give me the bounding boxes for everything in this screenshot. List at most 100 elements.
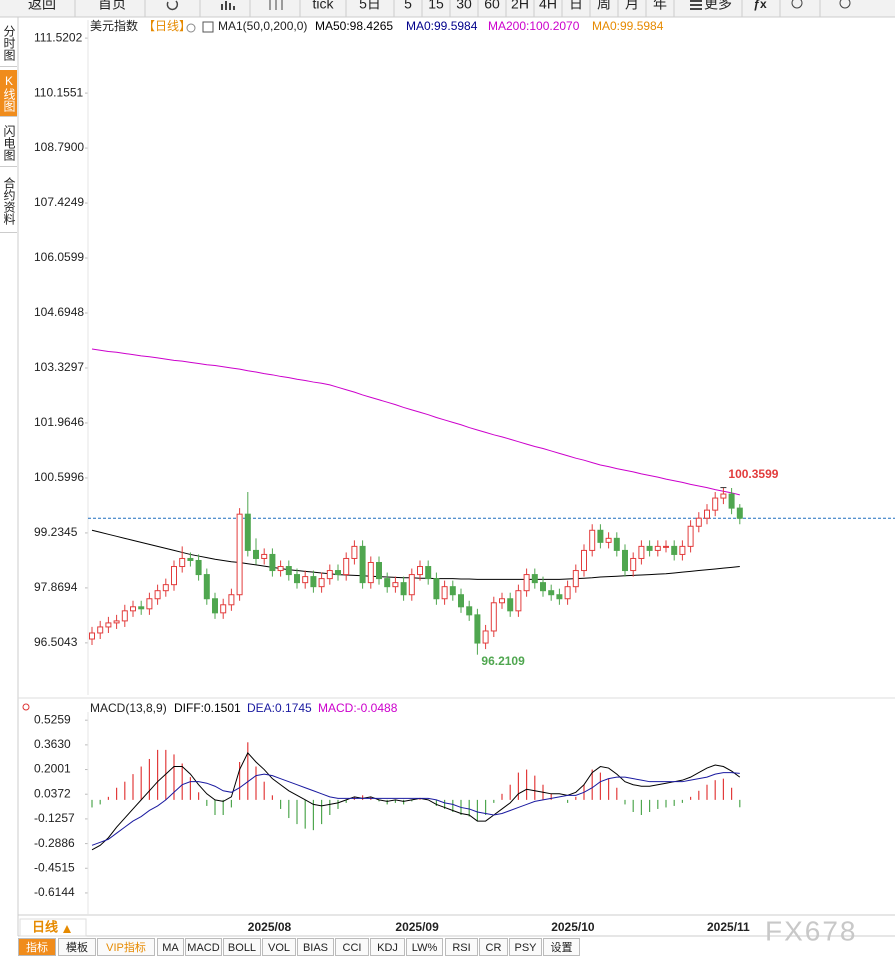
indicator-tab[interactable]: BOLL — [223, 938, 261, 956]
y-tick-label: 106.0599 — [34, 250, 84, 264]
indicator-tab[interactable]: 模板 — [58, 938, 96, 956]
refresh-icon[interactable] — [166, 0, 179, 11]
y-tick-label: 97.8694 — [34, 580, 78, 594]
candle-body — [490, 602, 497, 632]
indicator-tab[interactable]: RSI — [445, 938, 478, 956]
candle-body — [400, 582, 407, 596]
y-tick-label: 107.4249 — [34, 195, 84, 209]
candle-body — [187, 557, 194, 561]
y-tick-label: 100.5996 — [34, 470, 84, 484]
candle-body — [236, 513, 243, 596]
fx-icon[interactable]: ƒx — [753, 0, 767, 11]
indicator-tab[interactable]: CCI — [335, 938, 369, 956]
toolbar-button[interactable]: 30 — [456, 0, 472, 12]
toolbar-button[interactable]: 首页 — [98, 0, 126, 12]
indicator-tab[interactable]: CR — [479, 938, 508, 956]
candle-body — [663, 545, 669, 548]
legend-entry: MA0:99.5984 — [592, 19, 664, 33]
period-label: 【日线】 — [143, 19, 191, 33]
y-tick-label: 101.9646 — [34, 415, 84, 429]
zoom-out[interactable] — [791, 0, 803, 9]
ma-line — [91, 348, 740, 496]
indicator-tab[interactable]: 指标 — [18, 938, 56, 956]
indicator-tab[interactable]: KDJ — [370, 938, 405, 956]
indicator-tab[interactable]: VOL — [262, 938, 296, 956]
indicator-tab[interactable]: PSY — [509, 938, 542, 956]
candle-body — [622, 549, 628, 572]
toolbar-button[interactable]: tick — [313, 0, 335, 12]
indicator-label: MA1(50,0,200,0) — [218, 19, 307, 33]
indicator-tab[interactable]: LW% — [406, 938, 443, 956]
candle-body — [433, 578, 440, 600]
candle-body — [326, 570, 333, 580]
candle-body — [728, 493, 735, 509]
toolbar-button[interactable]: 周 — [597, 0, 611, 12]
toolbar-button[interactable]: 5日 — [359, 0, 381, 12]
y-tick-label: 104.6948 — [34, 305, 84, 319]
chart-title: 美元指数 — [90, 18, 138, 33]
settings-icon[interactable] — [22, 703, 30, 711]
toolbar-button[interactable]: 5 — [404, 0, 412, 12]
candle-body — [302, 576, 309, 584]
toolbar-button[interactable]: 4H — [539, 0, 557, 12]
candle-icon[interactable] — [269, 0, 283, 10]
candle-body — [704, 509, 710, 519]
y-tick-label: -0.6144 — [34, 885, 75, 899]
legend-entry: MA0:99.5984 — [406, 19, 478, 33]
toolbar-button[interactable]: 月 — [625, 0, 639, 12]
indicator-tab[interactable]: BIAS — [297, 938, 334, 956]
toolbar-button[interactable]: 更多 — [704, 0, 732, 12]
more-icon[interactable] — [690, 0, 702, 10]
bar-icon[interactable] — [221, 1, 235, 10]
candle-body — [556, 594, 563, 600]
candle-body — [507, 598, 514, 612]
y-tick-label: 99.2345 — [34, 525, 78, 539]
toolbar-button[interactable]: 15 — [428, 0, 444, 12]
toolbar-button[interactable]: 60 — [484, 0, 500, 12]
side-tab[interactable]: K线图 — [0, 70, 17, 117]
hide-icon[interactable] — [186, 23, 196, 33]
indicator-tab[interactable]: VIP指标 — [97, 938, 155, 956]
candle-body — [408, 574, 415, 596]
zoom-in[interactable] — [839, 0, 851, 9]
low-label: 96.2109 — [481, 654, 525, 668]
x-tick-label: 2025/09 — [395, 920, 439, 934]
candle-body — [146, 598, 153, 610]
candle-body — [540, 582, 546, 592]
candle-body — [318, 578, 325, 588]
candle-body — [581, 549, 587, 572]
toolbar-button[interactable]: 2H — [511, 0, 529, 12]
candle-body — [449, 586, 456, 596]
side-tab[interactable]: 分时图 — [0, 20, 17, 67]
side-tab[interactable]: 闪电图 — [0, 120, 17, 167]
indicator-icon[interactable] — [202, 21, 214, 33]
candle-body — [712, 497, 719, 511]
toolbar-button[interactable]: 年 — [653, 0, 667, 12]
candle-body — [392, 582, 399, 588]
candle-body — [638, 545, 645, 559]
toolbar-button[interactable]: 日 — [569, 0, 583, 12]
candle-body — [564, 586, 571, 600]
candle-body — [458, 594, 464, 608]
y-tick-label: 108.7900 — [34, 140, 84, 154]
candle-body — [228, 594, 235, 606]
period-arrow[interactable] — [63, 925, 71, 933]
candle-body — [630, 557, 637, 572]
indicator-tab[interactable]: MACD — [185, 938, 222, 956]
ma-line — [91, 529, 740, 580]
indicator-tab[interactable]: MA — [157, 938, 184, 956]
candle-body — [269, 553, 276, 572]
candle-body — [244, 513, 251, 551]
toolbar-button[interactable]: 返回 — [28, 0, 56, 12]
candle-body — [523, 574, 530, 592]
y-tick-label: 103.3297 — [34, 360, 84, 374]
period-button[interactable]: 日线 — [32, 919, 58, 934]
candle-body — [654, 545, 661, 551]
candle-body — [605, 537, 612, 543]
side-tab[interactable]: 合约资料 — [0, 170, 17, 233]
y-tick-label: 0.3630 — [34, 737, 71, 751]
y-tick-label: -0.4515 — [34, 860, 75, 874]
indicator-tab[interactable]: 设置 — [543, 938, 580, 956]
candle-body — [474, 614, 481, 644]
